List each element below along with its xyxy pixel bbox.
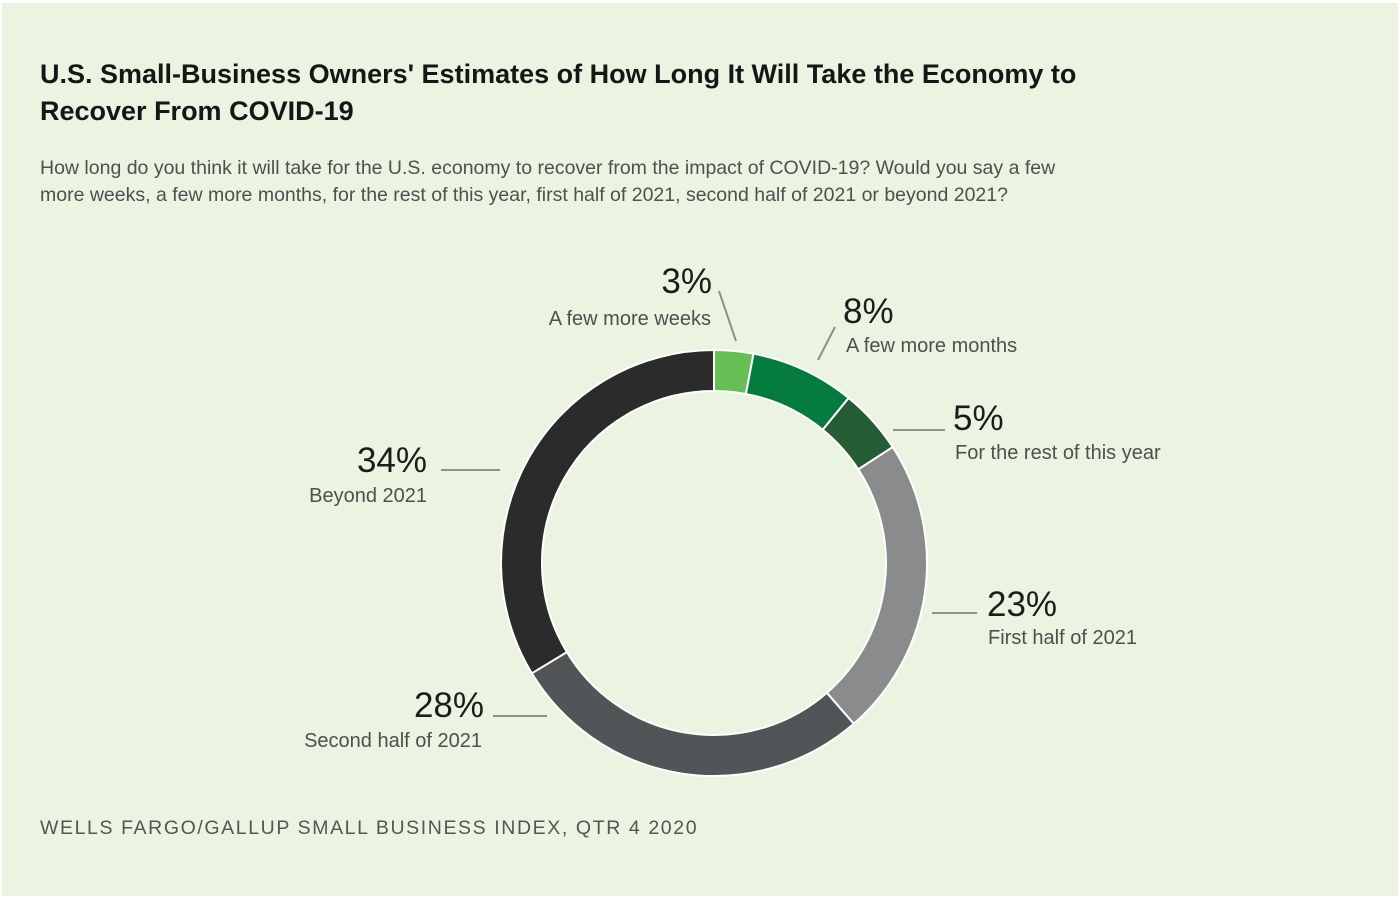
slice-category-label: Second half of 2021 [304, 730, 482, 752]
donut-slice [500, 348, 715, 675]
leader-line [718, 290, 737, 342]
slice-category-label: For the rest of this year [955, 442, 1161, 464]
slice-category-label: First half of 2021 [988, 627, 1137, 649]
chart-subtitle: How long do you think it will take for t… [40, 157, 1056, 206]
slice-percent-label: 34% [357, 441, 427, 480]
slice-percent-label: 5% [953, 399, 1004, 438]
donut-slice [530, 650, 856, 777]
slice-category-label: A few more months [846, 335, 1017, 357]
leader-line [817, 326, 836, 361]
chart-title: U.S. Small-Business Owners' Estimates of… [40, 59, 1077, 126]
slice-percent-label: 28% [414, 686, 484, 725]
slice-percent-label: 8% [843, 292, 894, 331]
slice-percent-label: 23% [987, 585, 1057, 624]
donut-slice [825, 445, 928, 726]
slice-percent-label: 3% [661, 262, 712, 301]
source-note: WELLS FARGO/GALLUP SMALL BUSINESS INDEX,… [40, 817, 699, 839]
slice-category-label: Beyond 2021 [309, 485, 427, 507]
slice-category-label: A few more weeks [549, 308, 711, 330]
